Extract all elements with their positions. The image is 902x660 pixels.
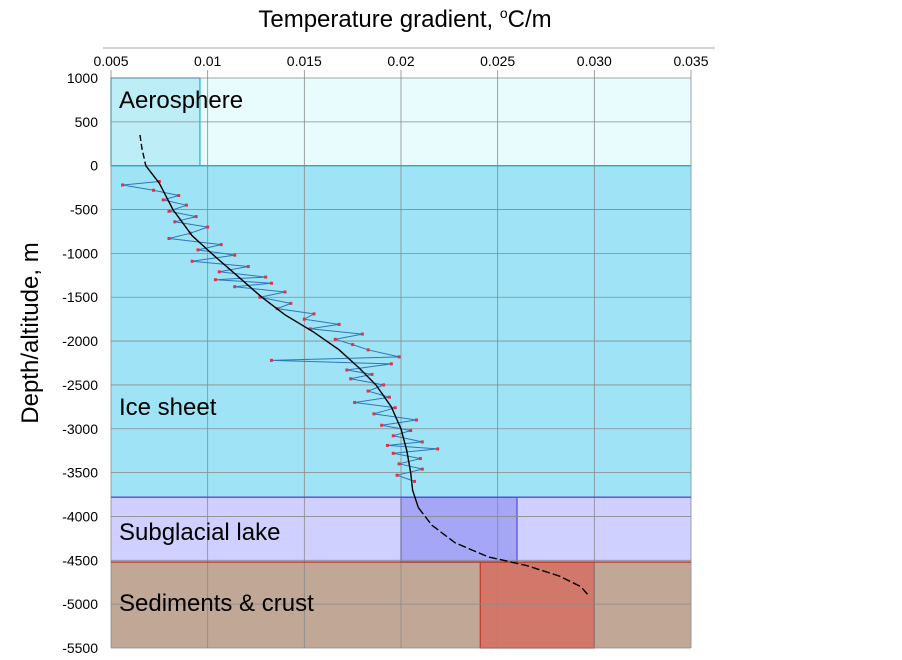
- y-tick-label: -500: [70, 202, 98, 218]
- measured-point-50: [420, 440, 424, 444]
- measured-point-9: [206, 225, 210, 229]
- measured-point-4: [161, 198, 165, 202]
- measured-point-41: [366, 389, 370, 393]
- y-tick-label: -3500: [62, 465, 98, 481]
- measured-point-42: [387, 395, 391, 399]
- measured-point-39: [349, 377, 353, 381]
- measured-point-16: [246, 265, 250, 269]
- measured-point-19: [213, 278, 217, 282]
- y-tick-label: -5500: [62, 640, 98, 656]
- y-tick-label: -5000: [62, 596, 98, 612]
- measured-point-58: [413, 479, 417, 483]
- y-tick-label: -2000: [62, 333, 98, 349]
- measured-point-36: [389, 362, 393, 366]
- measured-point-54: [418, 457, 422, 461]
- x-axis-title-text: Temperature gradient,: [258, 6, 499, 33]
- measured-point-27: [302, 317, 306, 321]
- y-tick-label: -1500: [62, 289, 98, 305]
- x-tick-label: 0.035: [673, 53, 708, 69]
- x-axis-title: Temperature gradient, oC/m: [258, 5, 551, 33]
- y-tick-label: 1000: [67, 70, 98, 86]
- series-group: [121, 134, 590, 596]
- measured-point-49: [391, 434, 395, 438]
- measured-point-0: [157, 179, 161, 183]
- x-tick-label: 0.02: [387, 53, 414, 69]
- y-tick-label: -2500: [62, 377, 98, 393]
- measured-point-7: [194, 215, 198, 219]
- measured-point-38: [370, 372, 374, 376]
- measured-point-55: [397, 462, 401, 466]
- y-tick-label: -4500: [62, 552, 98, 568]
- measured-point-3: [177, 194, 181, 198]
- measured-point-8: [173, 220, 177, 224]
- measured-point-23: [258, 295, 262, 299]
- measured-point-40: [382, 383, 386, 387]
- y-tick-label: -1000: [62, 245, 98, 261]
- measured-point-51: [385, 443, 389, 447]
- measured-point-52: [436, 447, 440, 451]
- measured-point-57: [395, 473, 399, 477]
- layer-label-sediments-crust: Sediments & crust: [119, 590, 314, 617]
- measured-point-1: [121, 183, 125, 187]
- x-tick-label: 0.025: [480, 53, 515, 69]
- measured-point-29: [308, 327, 312, 331]
- measured-point-18: [264, 275, 268, 279]
- layer-boundaries: [111, 164, 691, 563]
- layer-label-subglacial-lake: Subglacial lake: [119, 519, 280, 546]
- measured-point-24: [289, 301, 293, 305]
- x-axis-title-degree: o: [500, 5, 508, 21]
- model-curve-ice: [145, 165, 420, 508]
- measured-point-15: [190, 259, 194, 263]
- measured-point-45: [372, 412, 376, 416]
- measured-point-31: [333, 337, 337, 341]
- y-axis-title: Depth/altitude, m: [17, 242, 44, 423]
- measured-point-48: [409, 429, 413, 433]
- measured-point-53: [391, 451, 395, 455]
- x-tick-label: 0.030: [577, 53, 612, 69]
- measured-point-6: [167, 209, 171, 213]
- x-tick-label: 0.015: [287, 53, 322, 69]
- measured-point-22: [283, 290, 287, 294]
- measured-point-33: [366, 348, 370, 352]
- measured-point-44: [393, 406, 397, 410]
- x-tick-label: 0.01: [194, 53, 221, 69]
- measured-point-11: [167, 236, 171, 240]
- measured-point-21: [233, 285, 237, 289]
- measured-point-37: [345, 368, 349, 372]
- y-tick-label: -3000: [62, 421, 98, 437]
- measured-point-34: [397, 355, 401, 359]
- model-curve-deep: [417, 507, 590, 596]
- measured-point-14: [233, 253, 237, 257]
- layer-label-ice-sheet: Ice sheet: [119, 394, 217, 421]
- x-tick-label: 0.005: [93, 53, 128, 69]
- measured-point-26: [312, 312, 316, 316]
- measured-point-32: [351, 343, 355, 347]
- measured-point-43: [353, 400, 357, 404]
- measured-point-17: [217, 270, 221, 274]
- measured-point-12: [219, 243, 223, 247]
- y-tick-label: -4000: [62, 508, 98, 524]
- measured-point-46: [414, 418, 418, 422]
- measured-point-13: [196, 248, 200, 252]
- measured-point-30: [360, 332, 364, 336]
- measured-point-5: [184, 203, 188, 207]
- measured-point-20: [269, 281, 273, 285]
- measured-point-28: [337, 322, 341, 326]
- tick-labels: 0.005 0.01 0.015 0.02 0.025 0.030 0.035 1000 500…: [62, 53, 709, 656]
- layer-labels: Aerosphere Ice sheet Subglacial lake Sedime…: [119, 87, 314, 617]
- measured-point-56: [420, 467, 424, 471]
- measured-point-2: [152, 188, 156, 192]
- y-tick-label: 0: [90, 158, 98, 174]
- layer-label-aerosphere: Aerosphere: [119, 87, 243, 114]
- measured-point-47: [380, 423, 384, 427]
- measured-point-35: [269, 358, 273, 362]
- model-curve-air: [139, 134, 147, 166]
- x-axis-title-unit: C/m: [508, 6, 552, 33]
- y-tick-label: 500: [75, 114, 99, 130]
